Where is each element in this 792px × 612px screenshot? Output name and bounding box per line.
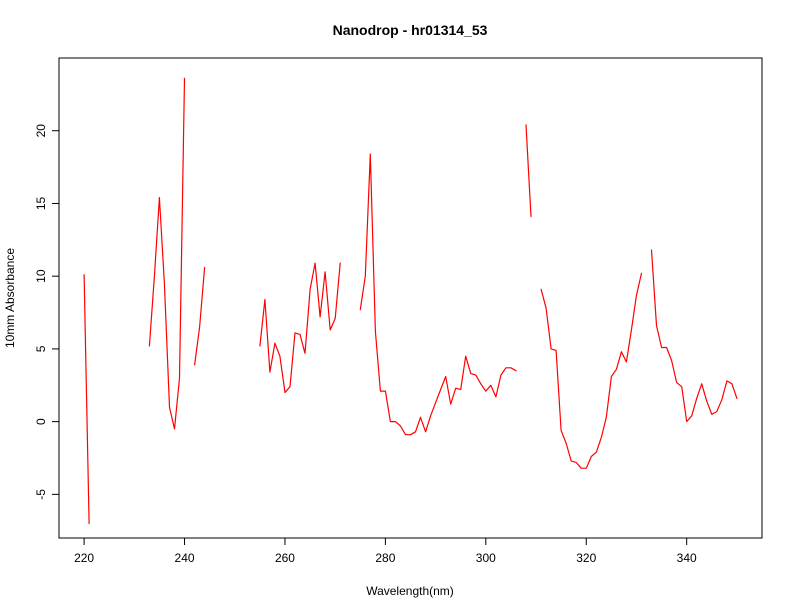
y-tick-label: 20 [34, 124, 48, 138]
absorbance-line-segment [83, 274, 90, 525]
absorbance-line-segment [259, 262, 341, 394]
x-tick-label: 240 [175, 551, 195, 565]
x-tick-label: 320 [576, 551, 596, 565]
absorbance-line-segment [650, 249, 738, 423]
absorbance-line-segment [540, 272, 643, 469]
y-tick-label: 10 [34, 269, 48, 283]
y-axis: -5 0 5 10 15 20 [34, 124, 59, 500]
x-tick-label: 280 [375, 551, 395, 565]
x-tick-label: 300 [476, 551, 496, 565]
x-tick-label: 220 [74, 551, 94, 565]
x-tick-label: 260 [275, 551, 295, 565]
absorbance-line-segment [525, 124, 532, 218]
x-axis-label: Wavelength(nm) [366, 584, 454, 598]
absorbance-line-segment [194, 266, 206, 366]
y-tick-label: 15 [34, 196, 48, 210]
y-tick-label: 5 [34, 345, 48, 352]
series-group [83, 77, 738, 525]
absorbance-line-segment [359, 153, 517, 436]
y-axis-label: 10mm Absorbance [3, 248, 17, 348]
x-tick-label: 340 [677, 551, 697, 565]
y-tick-label: 0 [34, 418, 48, 425]
chart-title: Nanodrop - hr01314_53 [333, 22, 488, 38]
y-tick-label: -5 [34, 489, 48, 500]
plot-frame [58, 57, 763, 539]
absorbance-line-segment [148, 77, 186, 430]
x-axis: 220 240 260 280 300 320 340 [74, 538, 697, 565]
